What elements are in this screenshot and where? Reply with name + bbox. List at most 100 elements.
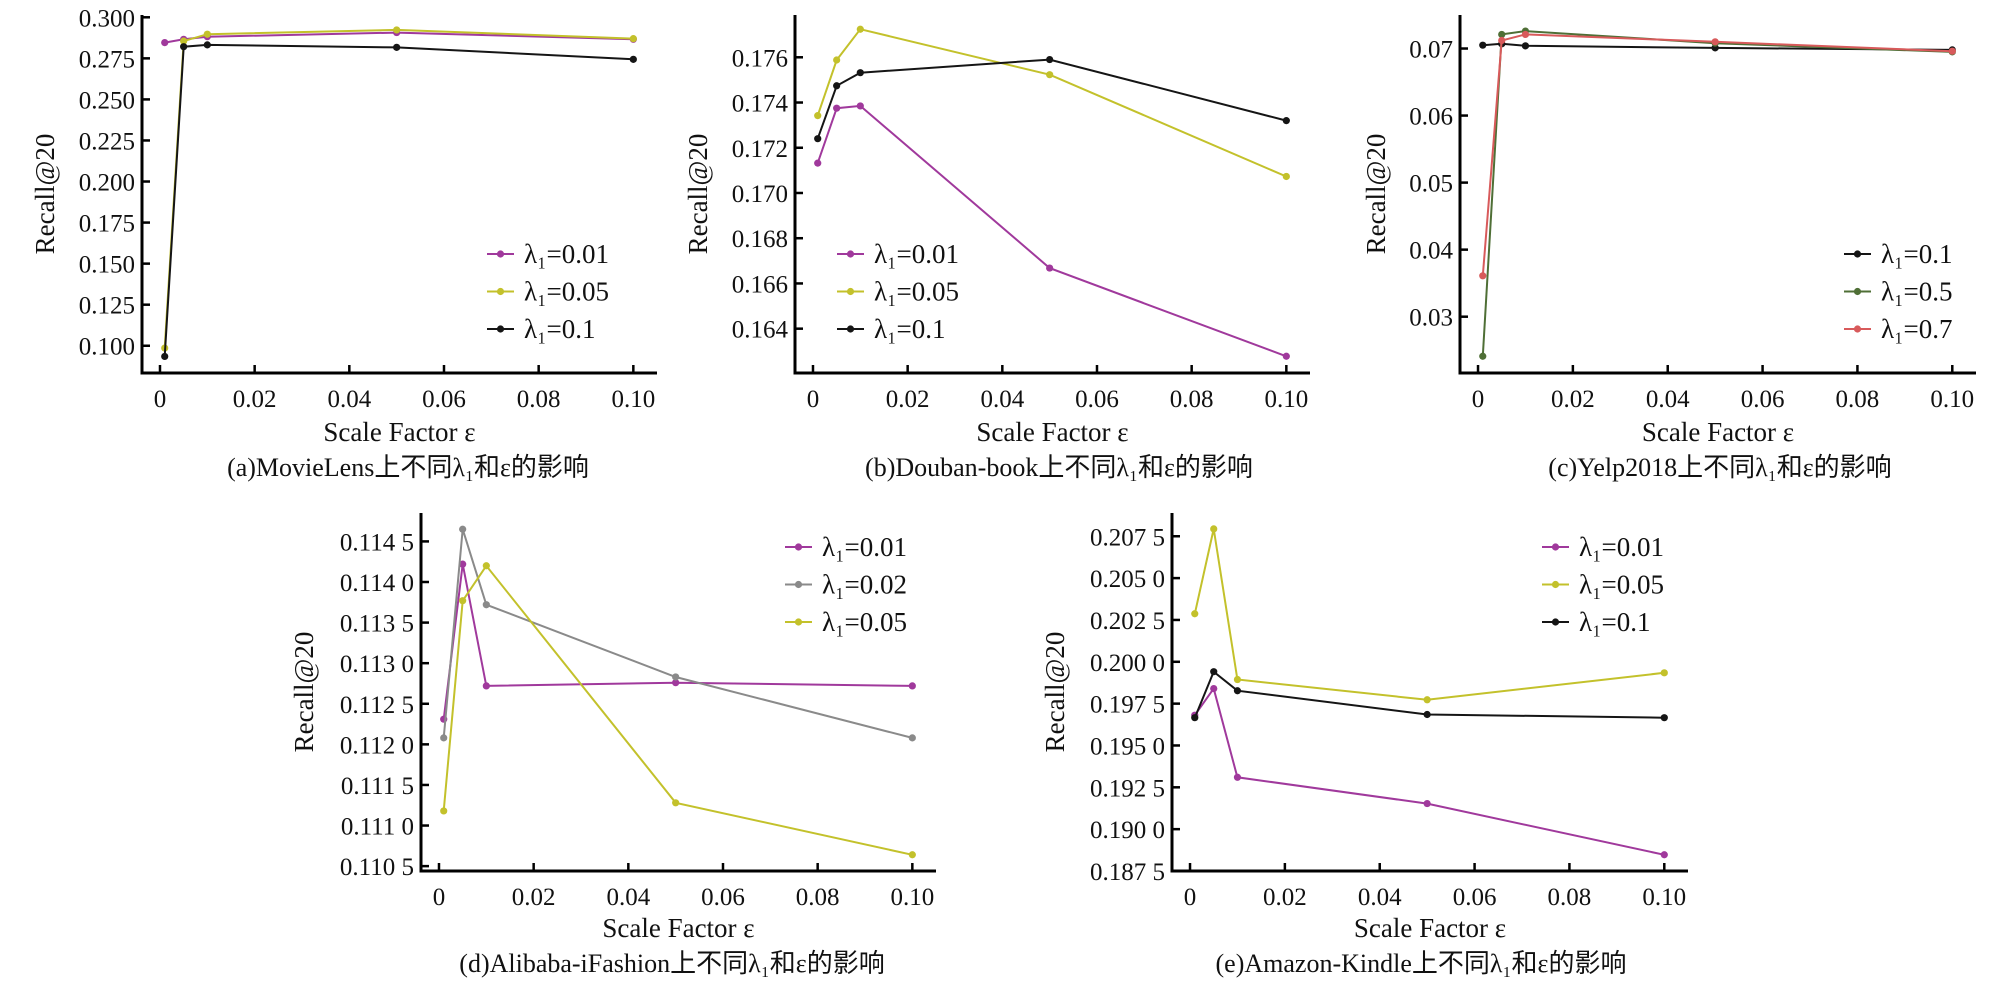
data-point — [856, 25, 864, 33]
data-point — [1282, 117, 1290, 125]
legend-item: λ₁=0.01 — [1542, 532, 1664, 562]
series-0 — [440, 560, 916, 723]
data-point — [1660, 851, 1668, 859]
y-tick-label: 0.03 — [1409, 305, 1453, 332]
legend-item: λ₁=0.02 — [785, 570, 907, 600]
data-point — [833, 82, 841, 90]
y-axis-label: Recall@20 — [30, 134, 60, 255]
data-point — [440, 807, 448, 815]
legend-item: λ₁=0.1 — [1844, 239, 1952, 269]
series-line — [1193, 670, 1665, 719]
legend-swatch-marker — [846, 325, 855, 333]
data-point — [814, 135, 822, 143]
series-2 — [161, 41, 637, 361]
y-tick-label: 0.195 0 — [1090, 733, 1165, 760]
data-point — [161, 38, 169, 47]
data-point — [629, 35, 637, 43]
data-point — [629, 55, 637, 63]
legend-swatch-marker — [496, 250, 505, 258]
y-tick-label: 0.205 0 — [1090, 566, 1165, 593]
x-tick-label: 0.04 — [606, 884, 650, 911]
y-tick-label: 0.114 5 — [340, 529, 414, 556]
legend-swatch-marker — [1551, 543, 1560, 551]
data-point — [393, 43, 401, 51]
y-tick-label: 0.192 5 — [1090, 775, 1165, 802]
series-2 — [440, 562, 916, 859]
legend-item: λ₁=0.5 — [1844, 277, 1952, 307]
data-point — [1210, 684, 1218, 693]
legend-label: λ₁=0.01 — [1579, 532, 1664, 562]
data-point — [440, 734, 448, 742]
chart-panel-a: 0.1000.1250.1500.1750.2000.2250.2500.275… — [30, 5, 657, 482]
x-tick-label: 0 — [1472, 386, 1485, 413]
data-point — [180, 37, 188, 45]
data-point — [393, 26, 401, 34]
y-tick-label: 0.04 — [1409, 238, 1453, 265]
y-axis-label: Recall@20 — [1040, 632, 1070, 753]
data-point — [203, 30, 211, 38]
legend-item: λ₁=0.05 — [1542, 570, 1664, 600]
legend-swatch-marker — [846, 250, 855, 258]
legend-item: λ₁=0.05 — [837, 277, 959, 307]
data-point — [1948, 47, 1956, 55]
chart-panel-b: 0.164 0.166 0.168 0.170 0.172 0.174 0.176 0 0.02… — [683, 15, 1310, 482]
y-tick-label: 0.100 — [79, 334, 135, 361]
data-point — [1191, 610, 1199, 618]
y-tick-label: 0.275 — [79, 46, 135, 73]
y-tick-label: 0.114 0 — [340, 570, 414, 597]
x-tick-label: 0 — [433, 884, 446, 911]
y-tick-label: 0.111 0 — [341, 814, 414, 841]
data-point — [1233, 687, 1242, 695]
data-point — [1660, 714, 1668, 722]
data-point — [856, 102, 864, 110]
legend-label: λ₁=0.01 — [524, 239, 609, 269]
chart-panel-e: 0.187 5 0.190 0 0.192 5 0.195 0 0.197 5 0.200… — [1040, 513, 1688, 978]
x-tick-label: 0.06 — [1075, 386, 1119, 413]
x-tick-label: 0.08 — [1548, 884, 1592, 911]
data-point — [908, 734, 916, 742]
y-tick-label: 0.05 — [1409, 171, 1453, 198]
y-tick-label: 0.113 0 — [340, 651, 414, 678]
data-point — [908, 682, 916, 690]
data-point — [1046, 71, 1054, 79]
data-point — [1479, 41, 1487, 49]
y-tick-label: 0.112 0 — [340, 732, 414, 759]
data-point — [161, 352, 169, 361]
legend-swatch-marker — [794, 618, 803, 626]
data-point — [814, 159, 822, 167]
y-tick-label: 0.187 5 — [1090, 859, 1165, 886]
x-tick-label: 0.02 — [886, 386, 930, 413]
data-point — [203, 41, 211, 49]
x-axis-label: Scale Factor ε — [1354, 913, 1506, 943]
x-axis-label: Scale Factor ε — [323, 417, 475, 447]
series-1 — [440, 525, 916, 742]
x-tick-label: 0.02 — [1263, 884, 1307, 911]
data-point — [908, 851, 916, 859]
x-axis-label: Scale Factor ε — [1642, 417, 1794, 447]
legend-swatch-marker — [496, 287, 505, 296]
chart-caption: (b)Douban-book上不同λ₁和ε的影响 — [865, 453, 1253, 482]
series-2 — [1479, 30, 1956, 280]
y-tick-label: 0.113 5 — [340, 611, 414, 638]
data-point — [1210, 525, 1218, 533]
data-point — [482, 562, 490, 570]
data-point — [1046, 55, 1054, 64]
y-tick-label: 0.197 5 — [1090, 692, 1165, 719]
x-tick-label: 0.02 — [512, 884, 556, 911]
y-tick-label: 0.111 5 — [341, 773, 414, 800]
chart-caption: (c)Yelp2018上不同λ₁和ε的影响 — [1548, 453, 1891, 482]
data-point — [1423, 799, 1431, 808]
data-point — [833, 104, 841, 112]
legend-swatch-marker — [1853, 250, 1862, 258]
series-1 — [814, 25, 1290, 181]
series-0 — [814, 102, 1290, 360]
x-tick-label: 0.06 — [1453, 884, 1497, 911]
legend-item: λ₁=0.7 — [1844, 314, 1952, 344]
data-point — [459, 525, 467, 533]
legend-item: λ₁=0.1 — [487, 314, 595, 344]
x-tick-label: 0.04 — [327, 386, 371, 413]
data-point — [1711, 38, 1719, 46]
data-point — [482, 601, 490, 609]
x-tick-label: 0.10 — [1264, 386, 1308, 413]
